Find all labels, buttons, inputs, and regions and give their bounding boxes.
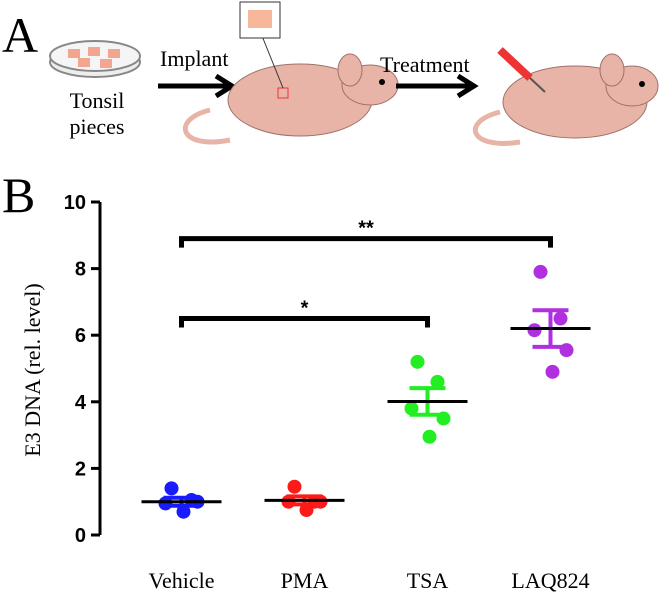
arrow xyxy=(396,73,479,99)
point xyxy=(545,364,560,379)
significance-label: ** xyxy=(358,218,374,240)
x-tick-label: PMA xyxy=(281,568,329,593)
point xyxy=(176,504,191,519)
significance-label: * xyxy=(301,298,309,320)
point xyxy=(404,401,419,416)
point xyxy=(533,264,548,279)
y-tick-label: 2 xyxy=(75,458,86,480)
panel-label: B xyxy=(2,167,35,223)
y-tick-label: 4 xyxy=(75,392,87,414)
point xyxy=(410,354,425,369)
y-axis-label: E3 DNA (rel. level) xyxy=(20,283,45,457)
y-tick-label: 8 xyxy=(75,259,86,281)
point xyxy=(527,323,542,338)
y-tick-label: 0 xyxy=(75,525,86,547)
point xyxy=(422,429,437,444)
x-tick-label: LAQ824 xyxy=(511,568,589,593)
point xyxy=(299,503,314,518)
point xyxy=(553,311,568,326)
y-tick-label: 6 xyxy=(75,325,86,347)
tonsil-label: pieces xyxy=(70,114,125,139)
x-tick-label: Vehicle xyxy=(149,568,215,593)
panel-label: A xyxy=(2,7,38,63)
implant-label: Implant xyxy=(160,46,228,71)
point xyxy=(430,374,445,389)
mouse xyxy=(472,47,659,146)
point xyxy=(164,481,179,496)
x-tick-label: TSA xyxy=(407,568,449,593)
significance-bracket xyxy=(179,236,553,248)
point xyxy=(287,479,302,494)
tonsil-label: Tonsil xyxy=(70,88,125,113)
petri-dish xyxy=(49,40,141,78)
y-tick-label: 10 xyxy=(64,192,86,214)
mouse xyxy=(182,1,399,145)
significance-bracket xyxy=(179,316,430,328)
treatment-label: Treatment xyxy=(380,52,470,77)
arrow xyxy=(158,73,237,99)
